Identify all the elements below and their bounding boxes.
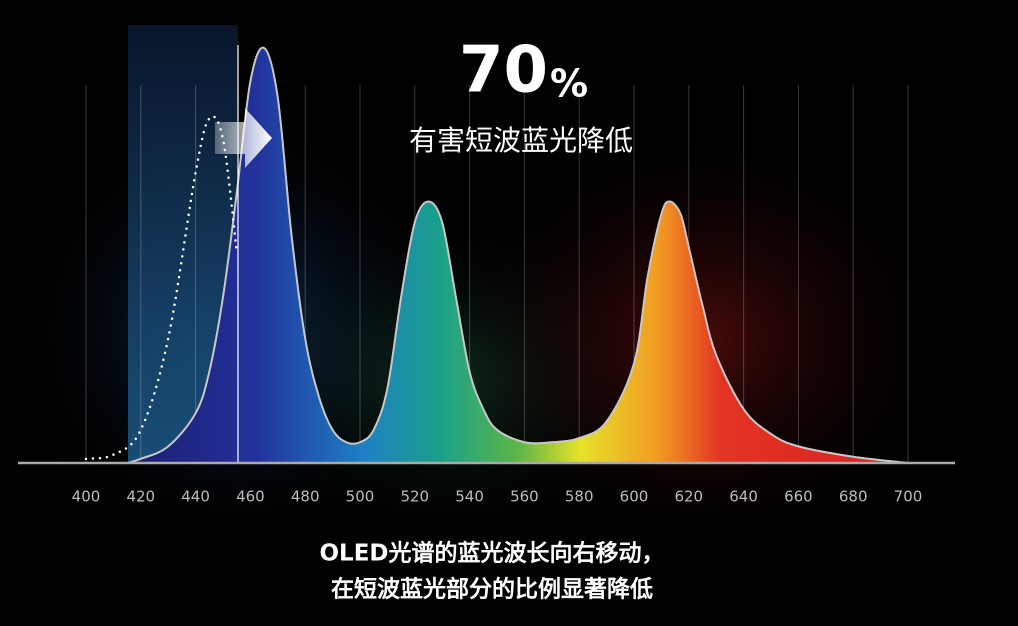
x-tick-label: 480: [291, 488, 320, 506]
x-tick-label: 400: [72, 488, 101, 506]
spectrum-area: [127, 47, 909, 464]
x-tick-label: 660: [784, 488, 813, 506]
x-tick-label: 700: [894, 488, 923, 506]
shift-arrow: [215, 108, 272, 168]
spectrum-line: [126, 46, 909, 464]
x-tick-label: 640: [729, 488, 758, 506]
x-tick-label: 460: [236, 488, 265, 506]
x-tick-label: 600: [620, 488, 649, 506]
x-tick-label: 500: [346, 488, 375, 506]
x-tick-label: 420: [126, 488, 155, 506]
caption: 在短波蓝光部分的比例显著降低: [331, 576, 653, 603]
headline: 70: [459, 34, 548, 108]
x-tick-label: 540: [455, 488, 484, 506]
x-tick-label: 560: [510, 488, 539, 506]
subtitle: 有害短波蓝光降低: [409, 124, 633, 157]
x-tick-label: 620: [674, 488, 703, 506]
x-tick-label: 680: [839, 488, 868, 506]
caption: OLED光谱的蓝光波长向右移动，: [319, 540, 664, 567]
headline-unit: %: [550, 62, 588, 106]
x-tick-label: 580: [565, 488, 594, 506]
x-tick-label: 440: [181, 488, 210, 506]
x-tick-label: 520: [400, 488, 429, 506]
